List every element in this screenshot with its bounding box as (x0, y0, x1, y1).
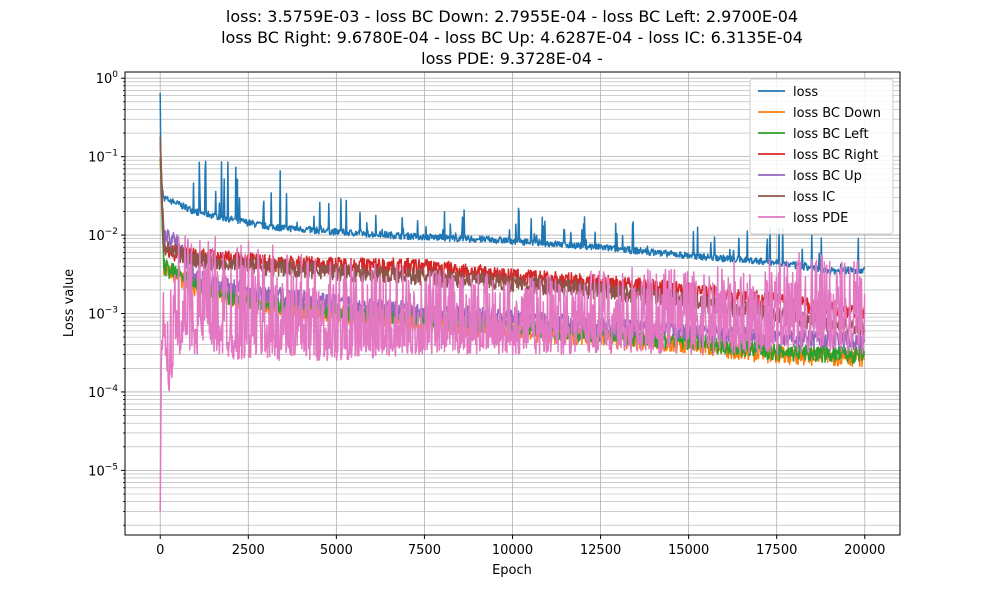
y-axis-label: Loss value (62, 269, 77, 337)
legend-label-loss-pde: loss PDE (793, 211, 848, 226)
x-tick-label: 12500 (580, 543, 621, 558)
x-tick-label: 17500 (756, 543, 797, 558)
legend-label-loss-bc-up: loss BC Up (793, 169, 862, 184)
x-tick-label: 2500 (232, 543, 265, 558)
y-tick-label: 10−1 (88, 149, 118, 166)
y-tick-label: 10−4 (88, 384, 118, 401)
legend-label-loss-bc-down: loss BC Down (793, 106, 881, 121)
title-line-1: loss: 3.5759E-03 - loss BC Down: 2.7955E… (226, 7, 798, 26)
legend-label-loss-ic: loss IC (793, 190, 835, 205)
legend: loss loss BC Down loss BC Left loss BC Righ… (749, 78, 894, 235)
legend-label-loss-bc-left: loss BC Left (793, 127, 869, 142)
x-tick-label: 0 (156, 543, 164, 558)
x-tick-label: 10000 (492, 543, 533, 558)
legend-box (749, 78, 894, 235)
x-tick-label: 7500 (408, 543, 441, 558)
x-axis-label: Epoch (492, 563, 532, 578)
y-tick-label: 10−5 (88, 462, 118, 479)
legend-label-loss: loss (793, 85, 818, 100)
series-loss (159, 92, 866, 276)
x-axis: 0 2500 5000 7500 10000 12500 15000 17500 20000 (156, 535, 885, 558)
y-tick-label: 100 (96, 70, 119, 87)
y-tick-label: 10−3 (88, 306, 118, 323)
title-line-2: loss BC Right: 9.6780E-04 - loss BC Up: … (221, 28, 803, 47)
x-tick-label: 20000 (844, 543, 885, 558)
x-tick-label: 5000 (320, 543, 353, 558)
series-layer (159, 92, 866, 512)
y-axis: 10−5 10−4 10−3 10−2 10−1 100 (88, 70, 125, 526)
legend-label-loss-bc-right: loss BC Right (793, 148, 878, 163)
y-tick-label: 10−2 (88, 227, 118, 244)
series-loss-pde (159, 235, 866, 512)
x-tick-label: 15000 (668, 543, 709, 558)
title-line-3: loss PDE: 9.3728E-04 - (421, 49, 603, 68)
chart-title: loss: 3.5759E-03 - loss BC Down: 2.7955E… (221, 7, 803, 68)
